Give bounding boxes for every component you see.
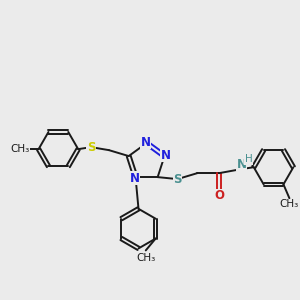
Text: N: N <box>160 148 170 162</box>
Text: CH₃: CH₃ <box>136 253 155 263</box>
Text: N: N <box>141 136 151 148</box>
Text: S: S <box>173 172 182 186</box>
Text: CH₃: CH₃ <box>10 144 29 154</box>
Text: N: N <box>130 172 140 184</box>
Text: S: S <box>87 141 95 154</box>
Text: H: H <box>245 154 253 164</box>
Text: N: N <box>237 158 247 171</box>
Text: CH₃: CH₃ <box>280 199 299 209</box>
Text: O: O <box>214 189 224 203</box>
